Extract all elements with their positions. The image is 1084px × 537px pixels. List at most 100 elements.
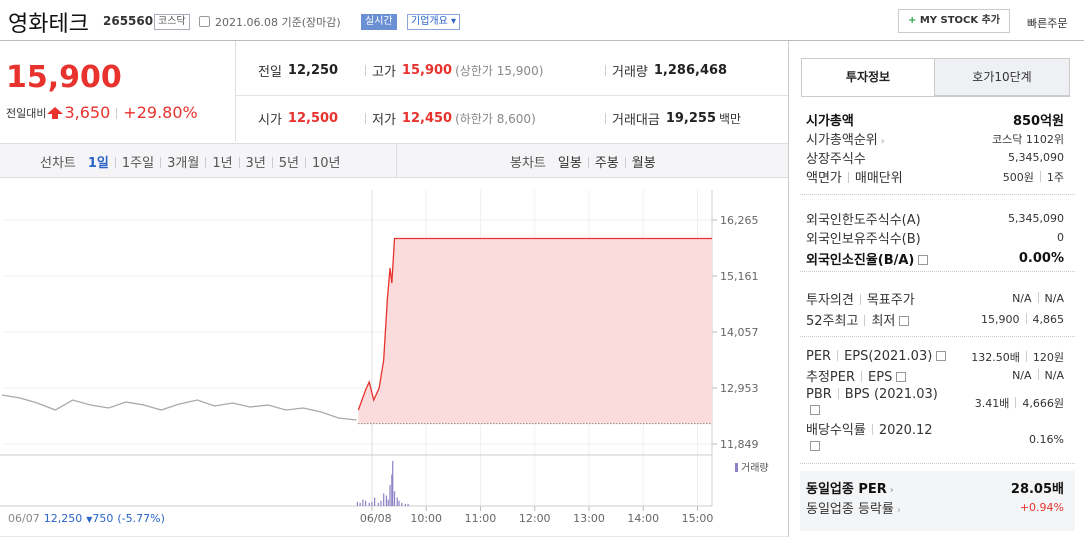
info-value-part: 850억원 bbox=[1012, 114, 1064, 129]
summary-label: 거래대금 bbox=[612, 113, 660, 128]
info-value: N/A N/A bbox=[1012, 292, 1064, 305]
summary-label: 고가 bbox=[372, 65, 396, 80]
price-line bbox=[357, 237, 712, 411]
period-tab[interactable]: 3년 bbox=[233, 152, 266, 171]
summary-item: 고가 15,900 (상한가 15,900) bbox=[359, 61, 543, 80]
y-tick-label: 16,265 bbox=[720, 214, 759, 227]
info-label-part: 매매단위 bbox=[842, 171, 903, 186]
info-label: 배당수익률 2020.12 bbox=[806, 423, 946, 455]
divider bbox=[801, 96, 1070, 97]
company-info-button[interactable]: 기업개요 ▾ bbox=[407, 14, 461, 30]
help-icon bbox=[918, 254, 929, 265]
divider bbox=[396, 144, 397, 177]
period-tab[interactable]: 1일 bbox=[87, 156, 109, 171]
summary-value: 12,500 bbox=[287, 111, 339, 126]
period-tab[interactable]: 월봉 bbox=[619, 152, 656, 171]
info-value: 0.16% bbox=[1029, 433, 1064, 446]
tab-group-label: 선차트 bbox=[40, 156, 76, 171]
info-label-part: BPS (2021.03) bbox=[832, 387, 938, 402]
summary-unit: 백만 bbox=[719, 112, 742, 126]
x-tick-label: 11:00 bbox=[465, 512, 497, 525]
summary-item: 저가 12,450 (하한가 8,600) bbox=[359, 109, 536, 128]
info-label-part: 추정PER bbox=[806, 370, 856, 385]
summary-value: 12,250 bbox=[287, 63, 339, 78]
info-value: 132.50배 120원 bbox=[971, 349, 1064, 365]
stock-name: 영화테크 bbox=[8, 12, 89, 37]
info-value: 500원 1주 bbox=[1003, 169, 1064, 185]
info-label: 투자의견 목표주가 bbox=[806, 289, 915, 308]
info-row: 외국인한도주식수(A) 5,345,090 bbox=[806, 209, 1064, 228]
x-tick-label: 14:00 bbox=[627, 512, 659, 525]
change-value: 3,650 bbox=[64, 103, 111, 122]
up-arrow bbox=[47, 106, 64, 119]
stock-code: 265560 bbox=[103, 14, 154, 28]
info-label-part: EPS(2021.03) bbox=[831, 349, 932, 364]
volume-bar bbox=[359, 502, 361, 506]
info-label-part: 2020.12 bbox=[866, 423, 933, 438]
info-tab[interactable]: 투자정보 bbox=[801, 58, 935, 96]
realtime-button[interactable]: 실시간 bbox=[361, 14, 397, 30]
summary-note: (하한가 8,600) bbox=[455, 112, 536, 126]
summary-label: 저가 bbox=[372, 113, 396, 128]
info-value-part: 3.41배 bbox=[974, 397, 1010, 410]
volume-bar bbox=[392, 461, 394, 506]
summary-label: 시가 bbox=[258, 113, 282, 128]
quick-order-button[interactable]: 빠른주문 bbox=[1027, 17, 1068, 30]
period-tab[interactable]: 1주일 bbox=[109, 152, 154, 171]
period-tab[interactable]: 주봉 bbox=[582, 152, 619, 171]
y-tick-label: 14,057 bbox=[720, 326, 759, 339]
period-tab[interactable]: 일봉 bbox=[557, 156, 582, 171]
x-tick-label: 06/08 bbox=[360, 512, 392, 525]
info-value-part: +0.94% bbox=[1019, 500, 1064, 514]
info-value-part: 15,900 bbox=[981, 312, 1020, 326]
info-row: 외국인소진율(B/A) 0.00% bbox=[806, 247, 1064, 269]
info-label: 액면가 매매단위 bbox=[806, 167, 903, 186]
info-label: PER EPS(2021.03) bbox=[806, 349, 947, 364]
info-row: 액면가 매매단위 500원 1주 bbox=[806, 167, 1064, 187]
period-tab[interactable]: 10년 bbox=[299, 152, 341, 171]
period-tab[interactable]: 5년 bbox=[266, 152, 299, 171]
y-tick-label: 15,161 bbox=[720, 270, 759, 283]
info-label: 동일업종 등락률 › bbox=[806, 498, 901, 517]
info-label-part: 투자의견 bbox=[806, 293, 854, 308]
period-tab[interactable]: 1년 bbox=[199, 152, 232, 171]
prev-info: 06/07 12,250 ▼750 (-5.77%) bbox=[8, 512, 165, 525]
volume-bar bbox=[385, 495, 387, 506]
info-label-part: 목표주가 bbox=[854, 293, 915, 308]
volume-bar bbox=[383, 493, 385, 506]
info-label-part: PER bbox=[806, 349, 832, 364]
info-value-part: 코스닥 1102위 bbox=[992, 132, 1064, 146]
industry-box bbox=[800, 471, 1075, 531]
volume-bar bbox=[401, 502, 403, 506]
info-row: 시가총액순위 › 코스닥 1102위 bbox=[806, 129, 1064, 149]
info-label: PBR BPS (2021.03) bbox=[806, 387, 946, 419]
volume-bar bbox=[356, 501, 359, 506]
orderbook-tab[interactable]: 호가10단계 bbox=[934, 58, 1070, 96]
info-value: 5,345,090 bbox=[1008, 151, 1064, 164]
info-row: 52주최고 최저 15,900 4,865 bbox=[806, 308, 1064, 330]
info-label: 시가총액 bbox=[806, 110, 854, 129]
summary-item: 거래대금 19,255 백만 bbox=[599, 109, 741, 128]
info-row: 동일업종 PER › 28.05배 bbox=[806, 477, 1064, 497]
panel-divider bbox=[788, 41, 789, 537]
info-label-part: 동일업종 PER bbox=[806, 481, 887, 497]
info-row: PBR BPS (2021.03) 3.41배 4,666원 bbox=[806, 385, 1064, 421]
section-divider bbox=[800, 194, 1075, 195]
info-row: PER EPS(2021.03) 132.50배 120원 bbox=[806, 347, 1064, 366]
info-label-part: 외국인보유주식수(B) bbox=[806, 232, 921, 247]
help-icon bbox=[936, 351, 947, 361]
summary-value: 1,286,468 bbox=[653, 63, 728, 78]
info-row: 투자의견 목표주가 N/A N/A bbox=[806, 289, 1064, 308]
summary-value: 15,900 bbox=[401, 63, 453, 78]
section-divider bbox=[800, 271, 1075, 272]
volume-bar bbox=[374, 497, 376, 506]
period-tab[interactable]: 3개월 bbox=[154, 152, 199, 171]
my-stock-button[interactable]: + MY STOCK 추가 bbox=[898, 9, 1010, 33]
info-value: +0.94% bbox=[1020, 501, 1064, 514]
x-tick-label: 15:00 bbox=[682, 512, 714, 525]
info-value: 3.41배 4,666원 bbox=[975, 395, 1064, 411]
info-value-part: 4,865 bbox=[1020, 313, 1065, 326]
info-value-part: N/A bbox=[1012, 369, 1032, 382]
info-value: N/A N/A bbox=[1012, 369, 1064, 382]
